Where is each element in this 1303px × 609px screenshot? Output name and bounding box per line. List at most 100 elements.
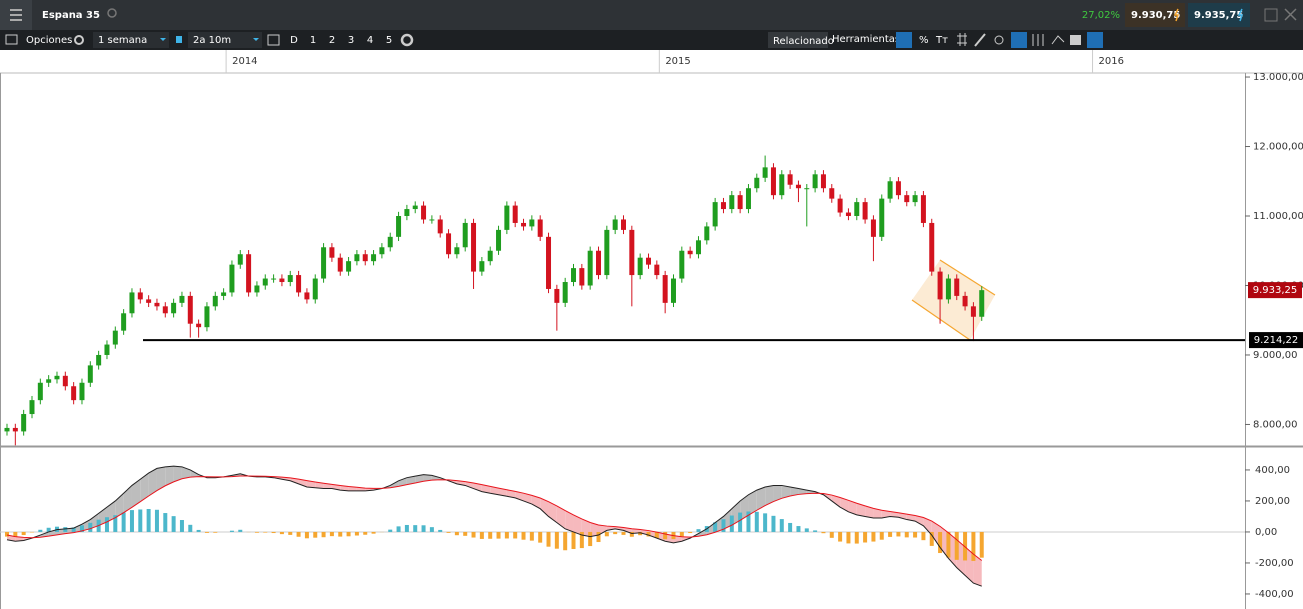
histogram-bar bbox=[971, 531, 976, 561]
histogram-bar bbox=[271, 531, 276, 534]
candle-body bbox=[429, 219, 435, 221]
candle-body bbox=[371, 254, 377, 262]
macd-fill bbox=[865, 505, 874, 519]
macd-fill bbox=[298, 479, 307, 487]
histogram-bar bbox=[654, 531, 659, 538]
close-button[interactable] bbox=[1284, 8, 1297, 21]
grid-tool[interactable] bbox=[957, 33, 967, 46]
macd-fill bbox=[673, 535, 682, 543]
macd-fill bbox=[173, 466, 182, 482]
line-tool[interactable] bbox=[1051, 35, 1065, 45]
period-button[interactable]: D bbox=[290, 35, 298, 46]
text-tool[interactable]: Tт bbox=[935, 35, 948, 46]
histogram-bar bbox=[38, 529, 43, 532]
histogram-bar bbox=[613, 531, 618, 535]
candle-body bbox=[412, 205, 418, 210]
maximize-button[interactable] bbox=[1264, 8, 1278, 22]
histogram-bar bbox=[446, 531, 451, 533]
channel-line[interactable] bbox=[939, 259, 996, 296]
channel-area[interactable] bbox=[912, 260, 995, 340]
related-button[interactable] bbox=[768, 32, 828, 48]
period-button[interactable]: 5 bbox=[386, 35, 392, 46]
lock-icon[interactable] bbox=[176, 36, 182, 43]
macd-fill bbox=[123, 485, 132, 513]
candle-body bbox=[629, 229, 635, 276]
tool-button[interactable] bbox=[1087, 32, 1103, 48]
percent-tool[interactable]: % bbox=[919, 35, 929, 46]
candle-body bbox=[237, 254, 243, 265]
settings-icon[interactable] bbox=[74, 35, 84, 45]
candle-body bbox=[446, 233, 452, 255]
histogram-bar bbox=[204, 531, 209, 533]
histogram-bar bbox=[104, 517, 109, 532]
histogram-bar bbox=[213, 531, 218, 533]
histogram-bar bbox=[171, 516, 176, 532]
candle-body bbox=[229, 264, 235, 293]
period-button[interactable]: 4 bbox=[367, 35, 373, 46]
candle-body bbox=[645, 257, 651, 265]
candle-body bbox=[129, 292, 135, 314]
macd-fill bbox=[65, 528, 74, 534]
options-icon[interactable] bbox=[5, 34, 18, 45]
candle-tool[interactable] bbox=[1032, 34, 1044, 46]
options-label[interactable]: Opciones bbox=[26, 35, 72, 46]
histogram-bar bbox=[554, 531, 559, 549]
candle-body bbox=[262, 278, 268, 286]
candle-body bbox=[12, 427, 18, 432]
calendar-icon[interactable] bbox=[267, 34, 280, 46]
candle-body bbox=[396, 216, 402, 237]
macd-fill bbox=[340, 485, 349, 491]
y-tick-label: 9.000,00 bbox=[1253, 350, 1298, 361]
candle-body bbox=[254, 285, 260, 293]
histogram-bar bbox=[663, 531, 668, 540]
title-bar bbox=[0, 0, 1303, 30]
macd-fill bbox=[156, 466, 166, 491]
histogram-bar bbox=[563, 531, 568, 551]
macd-fill bbox=[756, 486, 766, 511]
search-icon[interactable] bbox=[107, 8, 117, 18]
candle-body bbox=[279, 278, 285, 283]
histogram-bar bbox=[588, 531, 593, 547]
x-tick-label: 2016 bbox=[1099, 56, 1124, 67]
macd-fill bbox=[73, 524, 82, 533]
tool-button[interactable] bbox=[1011, 32, 1027, 48]
macd-fill bbox=[773, 485, 782, 502]
draw-tool[interactable] bbox=[974, 33, 986, 47]
candle-body bbox=[612, 219, 618, 230]
histogram-bar bbox=[796, 526, 801, 532]
macd-fill bbox=[315, 482, 324, 489]
candle-body bbox=[820, 174, 826, 189]
histogram-bar bbox=[496, 531, 501, 539]
candle-body bbox=[437, 219, 443, 234]
histogram-bar bbox=[754, 511, 759, 532]
macd-fill bbox=[473, 482, 482, 492]
macd-fill bbox=[148, 468, 157, 496]
y-tick-label: 11.000,00 bbox=[1253, 211, 1303, 222]
candle-body bbox=[329, 247, 335, 258]
print-tool[interactable] bbox=[1070, 35, 1081, 45]
channel-line[interactable] bbox=[911, 299, 971, 341]
settings-icon[interactable] bbox=[400, 33, 414, 47]
candle-body bbox=[287, 275, 293, 283]
macd-fill bbox=[940, 526, 949, 559]
tool-button[interactable] bbox=[896, 32, 912, 48]
period-button[interactable]: 1 bbox=[310, 35, 316, 46]
histogram-bar bbox=[954, 531, 959, 560]
period-button[interactable]: 2 bbox=[329, 35, 335, 46]
histogram-bar bbox=[679, 531, 684, 537]
histogram-bar bbox=[929, 531, 934, 546]
macd-fill bbox=[81, 519, 91, 531]
marker-tool[interactable] bbox=[994, 35, 1004, 45]
candle-body bbox=[212, 295, 218, 307]
period-select[interactable] bbox=[93, 32, 169, 48]
candle-body bbox=[404, 209, 410, 217]
period-button[interactable]: 3 bbox=[348, 35, 354, 46]
macd-fill bbox=[923, 517, 932, 536]
range-select[interactable] bbox=[188, 32, 262, 48]
macd-fill bbox=[506, 489, 516, 498]
level-label: 9.214,22 bbox=[1254, 335, 1299, 346]
candle-body bbox=[745, 188, 751, 210]
histogram-bar bbox=[746, 511, 751, 532]
candle-body bbox=[179, 295, 185, 303]
macd-fill bbox=[590, 522, 599, 537]
